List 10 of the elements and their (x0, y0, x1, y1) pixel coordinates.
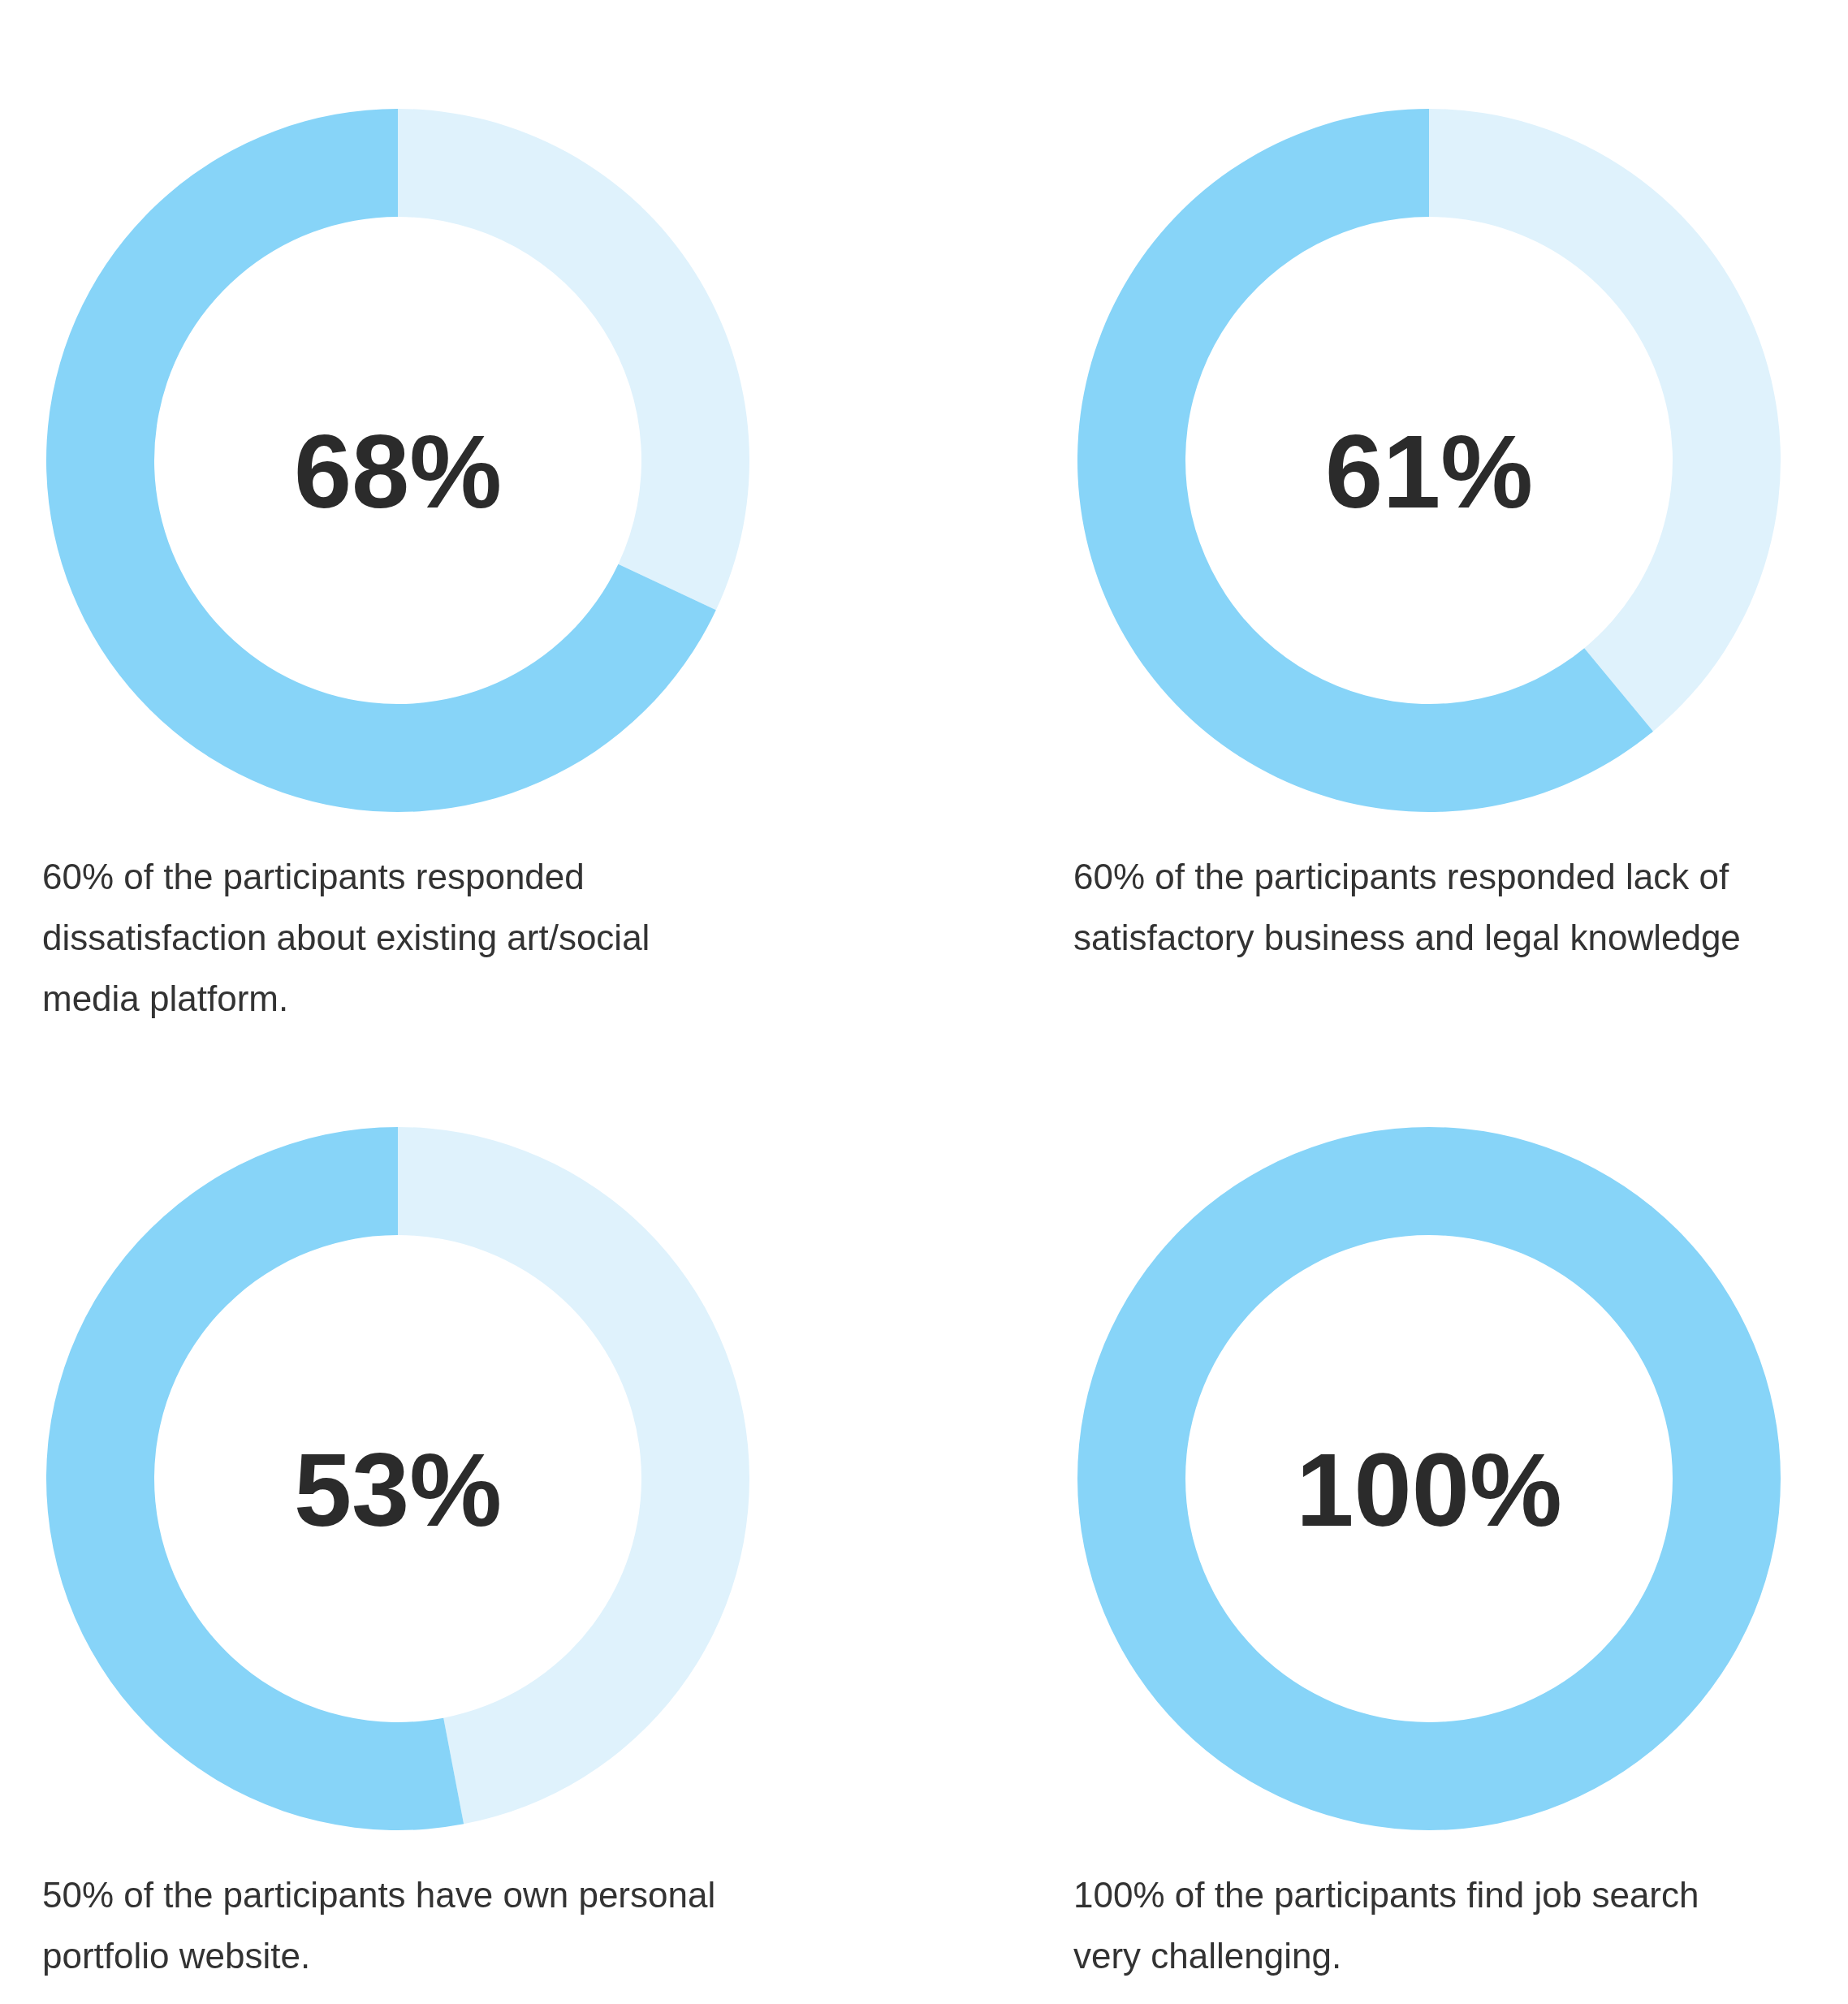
text: 60% of the participants responded dissatisfaction about existing art/social media platform. (42, 857, 650, 1018)
text: 100% of the participants find job search very challenging. (1073, 1875, 1699, 1976)
text: 53% (293, 1432, 503, 1548)
donut-slice (1077, 109, 1654, 812)
text: 60% of the participants responded lack of satisfactory business and legal knowledge (1073, 857, 1741, 957)
donut-slice (46, 109, 716, 812)
text: 100% (1296, 1432, 1562, 1548)
text: 68% (293, 413, 503, 529)
text: 50% of the participants have own personal portfolio website. (42, 1875, 716, 1976)
text: 61% (1324, 413, 1534, 529)
